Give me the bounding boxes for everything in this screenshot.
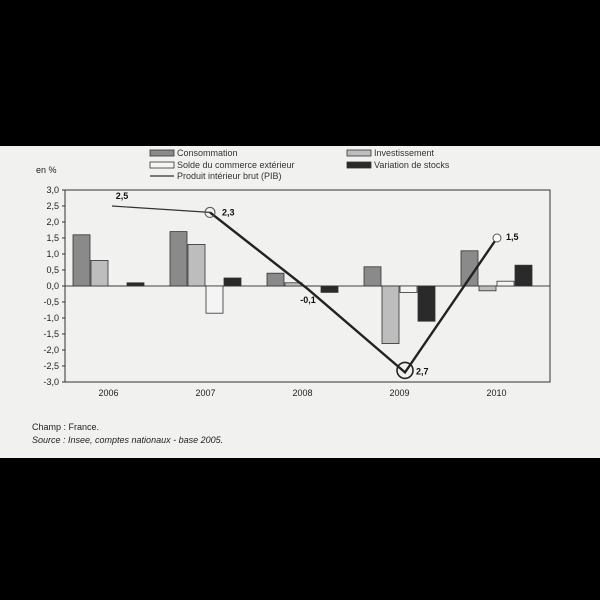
x-axis: 2006 2007 2008 2009 2010	[98, 388, 506, 398]
y-tick-label: 3,0	[46, 185, 59, 195]
x-tick-label: 2006	[98, 388, 118, 398]
pib-point-marker	[492, 233, 502, 243]
y-tick-label: -1,0	[43, 313, 59, 323]
y-tick-label: 1,0	[46, 249, 59, 259]
pib-line-segment-bold	[209, 211, 498, 375]
legend-label: Consommation	[177, 148, 238, 158]
y-tick-label: -3,0	[43, 377, 59, 387]
legend-swatch	[346, 161, 372, 169]
bar-investissement-2009	[381, 285, 400, 344]
y-unit-label: en %	[36, 165, 57, 175]
legend-swatch	[149, 161, 175, 169]
y-tick-label: 2,0	[46, 217, 59, 227]
y-tick-label: 1,5	[46, 233, 59, 243]
bar-consommation-2009	[363, 266, 382, 287]
bar-variation-de-stocks-2008	[320, 285, 339, 293]
bar-variation-de-stocks-2007	[223, 277, 242, 287]
champ-note: Champ : France.	[32, 422, 100, 432]
y-tick-label: -1,5	[43, 329, 59, 339]
bar-solde-du-commerce-ext-rieur-2009	[399, 285, 418, 293]
pib-data-label: 2,7	[416, 366, 429, 376]
y-tick-label: -2,0	[43, 345, 59, 355]
legend-label: Variation de stocks	[374, 160, 450, 170]
y-tick-label: 0,0	[46, 281, 59, 291]
source-note: Source : Insee, comptes nationaux - base…	[32, 435, 224, 445]
chart-paper: Consommation Investissement Solde du comme…	[0, 146, 600, 458]
bar-consommation-2006	[72, 234, 91, 287]
plot-frame	[64, 189, 551, 383]
pib-data-label: 2,3	[222, 207, 235, 217]
x-tick-label: 2008	[292, 388, 312, 398]
pib-line-segment-thin	[111, 205, 211, 213]
y-tick-label: 2,5	[46, 201, 59, 211]
bar-variation-de-stocks-2006	[126, 282, 145, 287]
legend-label: Produit intérieur brut (PIB)	[177, 171, 282, 181]
pib-data-label: 2,5	[116, 191, 129, 201]
bars	[72, 231, 533, 344]
pib-point-marker	[396, 361, 414, 380]
bar-variation-de-stocks-2009	[417, 285, 436, 322]
gdp-contribution-chart: Consommation Investissement Solde du comme…	[36, 148, 551, 398]
pib-line: 2,5 2,3 -0,1 2,7 1,5	[111, 191, 519, 380]
pib-point-marker	[204, 206, 216, 218]
bar-investissement-2006	[90, 260, 109, 287]
legend: Consommation Investissement Solde du comme…	[149, 148, 450, 181]
bar-variation-de-stocks-2010	[514, 264, 533, 287]
bar-investissement-2010	[478, 285, 497, 292]
bar-investissement-2007	[187, 244, 206, 287]
bar-consommation-2007	[169, 231, 188, 287]
x-tick-label: 2007	[195, 388, 215, 398]
legend-label: Investissement	[374, 148, 435, 158]
pib-data-label: 1,5	[506, 232, 519, 242]
y-tick-label: 0,5	[46, 265, 59, 275]
pib-data-label: -0,1	[300, 295, 316, 305]
legend-label: Solde du commerce extérieur	[177, 160, 295, 170]
y-tick-label: -2,5	[43, 361, 59, 371]
legend-swatch	[346, 149, 372, 157]
bar-solde-du-commerce-ext-rieur-2010	[496, 280, 515, 287]
bar-consommation-2010	[460, 250, 479, 287]
x-tick-label: 2009	[389, 388, 409, 398]
legend-swatch	[149, 149, 175, 157]
x-tick-label: 2010	[486, 388, 506, 398]
bar-consommation-2008	[266, 272, 285, 287]
y-tick-label: -0,5	[43, 297, 59, 307]
bar-solde-du-commerce-ext-rieur-2007	[205, 285, 224, 314]
